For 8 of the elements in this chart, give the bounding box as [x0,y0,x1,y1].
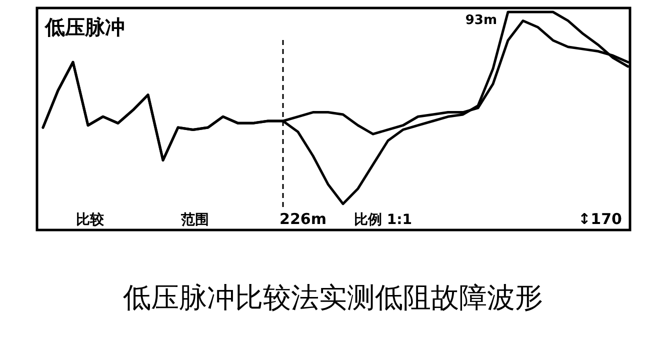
annotation: ↕170 [578,210,622,228]
annotation: 范围 [180,212,209,228]
annotation: 93m [465,13,497,28]
annotation: 226m [280,210,326,228]
annotation: 比例 1:1 [354,212,412,228]
annotation: 低压脉冲 [44,15,125,39]
annotation: 比较 [76,212,105,228]
text: 低压脉冲比较法实测低阻故障波形 [123,281,543,314]
